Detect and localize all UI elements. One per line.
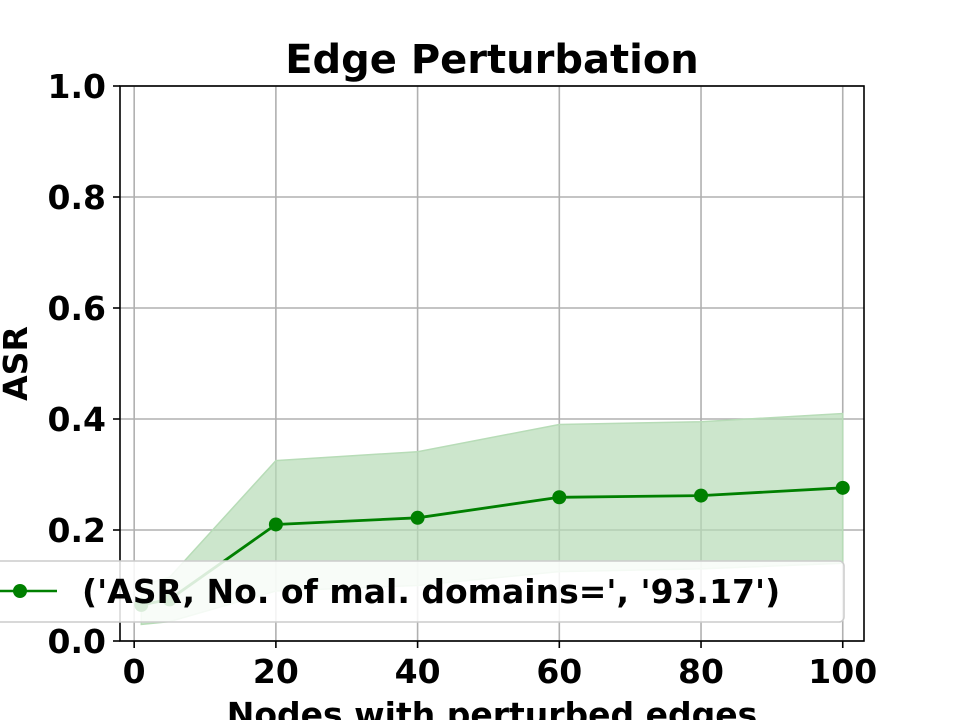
data-point [410, 510, 425, 525]
x-tick-label: 60 [536, 652, 582, 691]
y-tick-label: 0.4 [48, 400, 106, 439]
x-tick-label: 40 [395, 652, 441, 691]
y-axis-label: ASR [0, 326, 35, 401]
y-tick-label: 1.0 [48, 67, 106, 106]
data-point [552, 490, 567, 505]
x-tick-label: 80 [678, 652, 724, 691]
legend-box [0, 560, 845, 623]
x-axis-ticks: 0 20 40 60 80 100 [123, 641, 877, 691]
x-tick-label: 0 [123, 652, 146, 691]
x-tick-label: 100 [808, 652, 877, 691]
chart-title: Edge Perturbation [285, 37, 699, 83]
data-point [694, 488, 709, 503]
legend: ('ASR, No. of mal. domains=', '93.17') [0, 560, 845, 623]
data-point [268, 517, 283, 532]
legend-marker [13, 584, 27, 598]
x-axis-label: Nodes with perturbed edges [227, 695, 758, 720]
y-axis-ticks: 0.0 0.2 0.4 0.6 0.8 1.0 [48, 67, 120, 661]
x-tick-label: 20 [253, 652, 299, 691]
y-tick-label: 0.0 [48, 622, 106, 661]
legend-entry-label: ('ASR, No. of mal. domains=', '93.17') [82, 572, 780, 611]
y-tick-label: 0.6 [48, 289, 106, 328]
plot-frame [119, 85, 865, 642]
y-tick-label: 0.8 [48, 178, 106, 217]
y-tick-label: 0.2 [48, 511, 106, 550]
data-point [835, 480, 850, 495]
